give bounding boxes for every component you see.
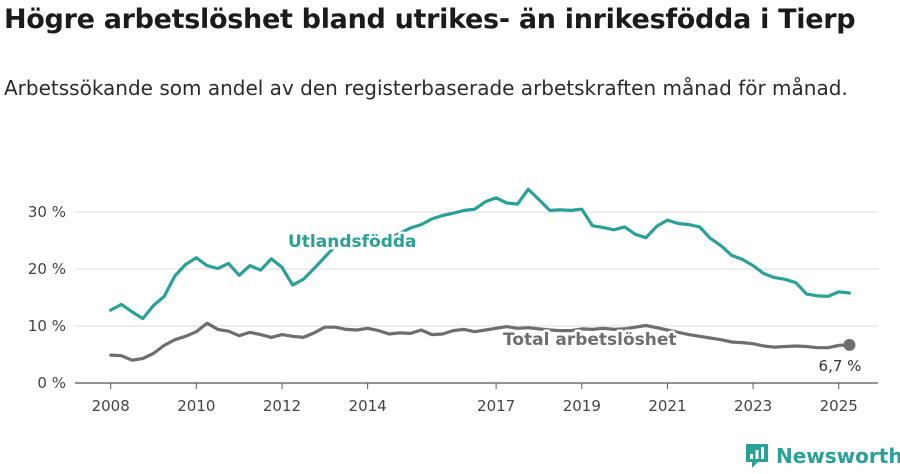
newsworthy-logo: Newsworthy (744, 442, 900, 470)
x-tick-label: 2008 (92, 397, 130, 415)
x-tick-label: 2014 (349, 397, 387, 415)
series-line-utlandsfodda (109, 187, 851, 321)
series-line-total (109, 321, 851, 362)
series-label-total: Total arbetslöshet (503, 330, 677, 350)
y-tick-label: 20 % (28, 260, 66, 278)
series-label-utlandsfodda: Utlandsfödda (288, 232, 417, 252)
end-value-label: 6,7 % (819, 357, 862, 375)
x-tick-label: 2019 (563, 397, 601, 415)
y-tick-label: 10 % (28, 317, 66, 335)
x-tick-label: 2025 (820, 397, 858, 415)
y-axis-ticks: 0 % 10 % 20 % 30 % (28, 203, 66, 392)
x-tick-label: 2010 (177, 397, 215, 415)
newsworthy-logo-icon (746, 444, 768, 468)
grid-lines (75, 211, 878, 384)
x-tick-label: 2012 (263, 397, 301, 415)
y-tick-label: 30 % (28, 203, 66, 221)
x-tick-label: 2023 (734, 397, 772, 415)
x-axis-ticks: 2008 2010 2012 2014 2017 2019 2021 2023 2025 (92, 383, 858, 415)
x-tick-label: 2017 (477, 397, 515, 415)
end-point-marker (843, 338, 856, 351)
newsworthy-logo-text: Newsworthy (776, 444, 900, 468)
y-tick-label: 0 % (37, 374, 66, 392)
series-labels: Utlandsfödda Total arbetslöshet 6,7 % (286, 230, 862, 376)
x-tick-label: 2021 (648, 397, 686, 415)
chart-subtitle: Arbetssökande som andel av den registerb… (4, 76, 848, 100)
series-lines (109, 187, 856, 362)
chart-title: Högre arbetslöshet bland utrikes- än inr… (4, 4, 856, 35)
